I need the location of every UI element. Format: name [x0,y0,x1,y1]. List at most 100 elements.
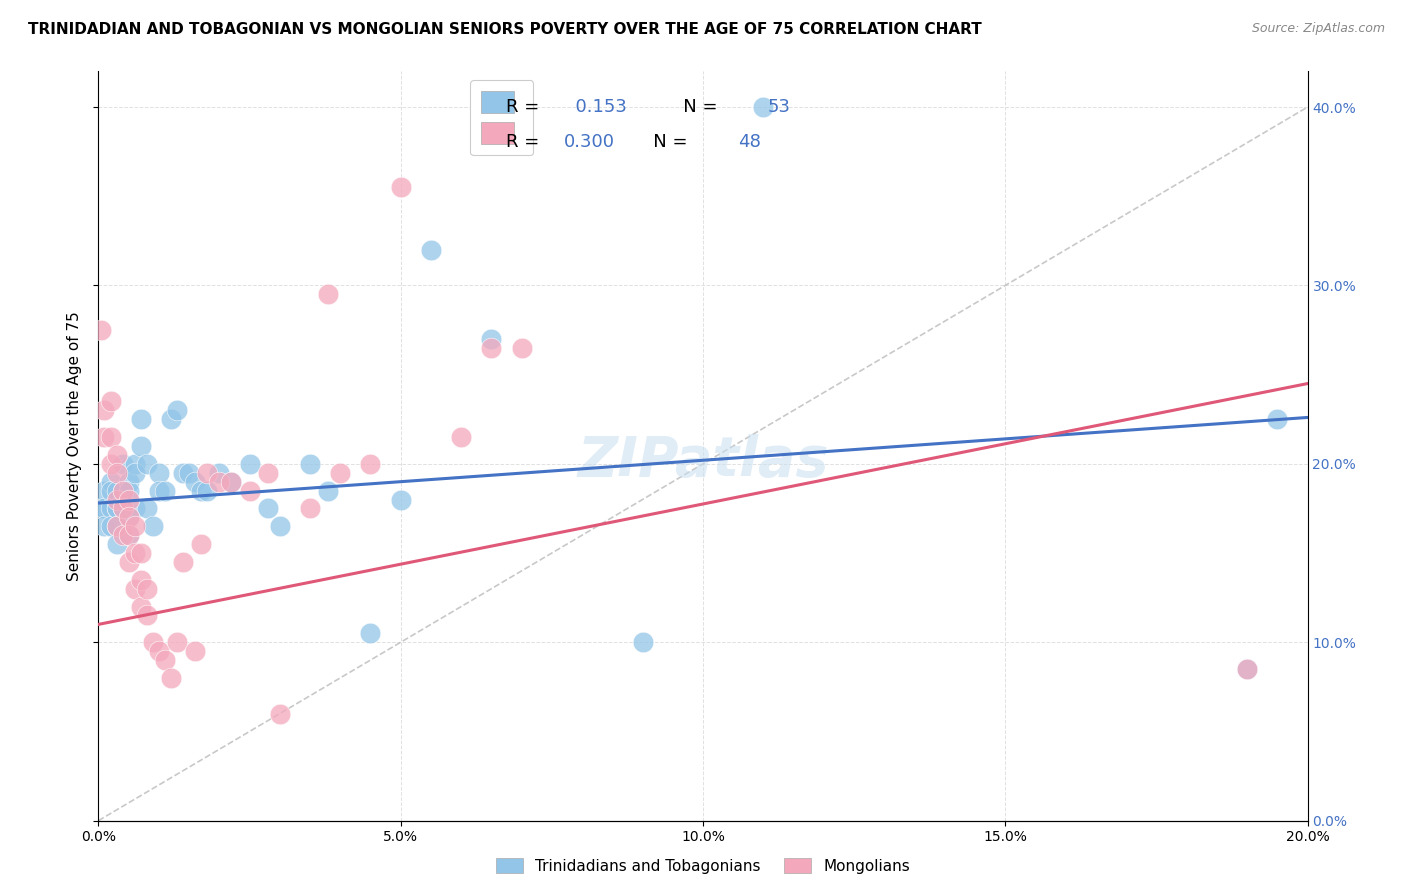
Point [135,608,157,623]
Point [100,501,122,516]
Point [111,457,134,471]
Point [118,510,141,524]
Text: 0.153: 0.153 [564,97,627,116]
Point [752,100,775,114]
Point [111,483,134,498]
Point [190,537,212,551]
Point [179,466,201,480]
Point [135,582,157,596]
Point [631,635,654,649]
Point [111,501,134,516]
Point [129,546,152,560]
Point [1267,412,1289,426]
Point [100,483,122,498]
Point [389,492,412,507]
Point [256,466,278,480]
Point [93,483,115,498]
Point [481,341,503,355]
Point [124,519,146,533]
Point [118,528,141,542]
Point [118,475,141,489]
Point [510,341,533,355]
Point [105,519,128,533]
Point [329,466,352,480]
Legend: , : , [470,80,533,155]
Point [153,653,176,667]
Point [1236,662,1258,676]
Point [124,546,146,560]
Point [105,501,128,516]
Text: 0.300: 0.300 [564,133,614,151]
Point [90,323,112,337]
Point [221,475,243,489]
Point [239,483,262,498]
Point [160,671,183,685]
Point [299,457,322,471]
Point [100,430,122,444]
Point [93,430,115,444]
Point [208,475,231,489]
Point [148,483,170,498]
Point [481,332,503,346]
Text: Source: ZipAtlas.com: Source: ZipAtlas.com [1251,22,1385,36]
Point [111,528,134,542]
Point [118,555,141,569]
Point [105,501,128,516]
Point [316,287,339,301]
Point [118,492,141,507]
Point [166,635,188,649]
Point [93,501,115,516]
Point [195,466,218,480]
Point [148,644,170,658]
Point [124,501,146,516]
Text: 53: 53 [768,97,790,116]
Point [360,626,382,640]
Point [118,528,141,542]
Point [105,492,128,507]
Point [190,483,212,498]
Point [172,466,194,480]
Point [129,439,152,453]
Point [105,466,128,480]
Text: ZIPatlas: ZIPatlas [578,434,828,488]
Point [105,537,128,551]
Point [160,412,183,426]
Point [129,599,152,614]
Point [389,180,412,194]
Text: R =: R = [506,97,546,116]
Point [124,466,146,480]
Point [142,519,165,533]
Point [93,403,115,417]
Point [269,519,291,533]
Point [172,555,194,569]
Text: TRINIDADIAN AND TOBAGONIAN VS MONGOLIAN SENIORS POVERTY OVER THE AGE OF 75 CORRE: TRINIDADIAN AND TOBAGONIAN VS MONGOLIAN … [28,22,981,37]
Point [105,483,128,498]
Point [269,706,291,721]
Point [135,501,157,516]
Point [118,510,141,524]
Point [221,475,243,489]
Point [184,475,207,489]
Point [360,457,382,471]
Point [90,501,112,516]
Point [111,501,134,516]
Point [100,457,122,471]
Point [124,457,146,471]
Point [184,644,207,658]
Y-axis label: Seniors Poverty Over the Age of 75: Seniors Poverty Over the Age of 75 [67,311,83,581]
Point [316,483,339,498]
Point [195,483,218,498]
Point [1236,662,1258,676]
Point [93,519,115,533]
Text: N =: N = [665,97,723,116]
Point [105,519,128,533]
Point [100,519,122,533]
Point [118,483,141,498]
Legend: Trinidadians and Tobagonians, Mongolians: Trinidadians and Tobagonians, Mongolians [489,852,917,880]
Text: 48: 48 [738,133,761,151]
Point [142,635,165,649]
Text: R =: R = [506,133,546,151]
Point [100,394,122,409]
Point [208,466,231,480]
Point [111,483,134,498]
